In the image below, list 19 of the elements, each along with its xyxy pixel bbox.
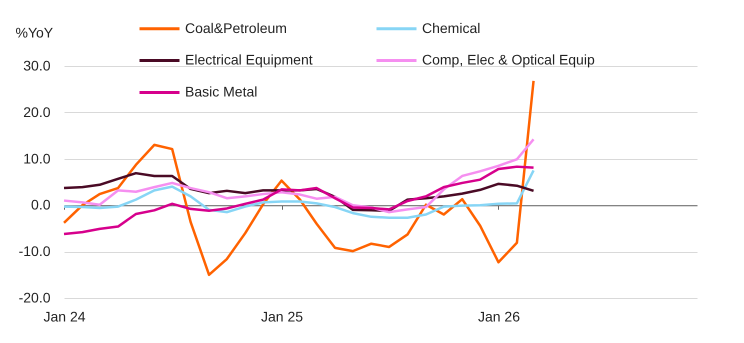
y-tick-label: -20.0 (18, 290, 51, 306)
x-tick-label: Jan 26 (478, 308, 520, 324)
line-series (62, 165, 535, 236)
x-tick-label: Jan 25 (261, 308, 304, 324)
y-tick-label: 0.0 (31, 196, 51, 213)
x-tick-label: Jan 24 (43, 308, 86, 324)
legend-label: Comp, Elec & Optical Equip (422, 52, 595, 68)
legend-label: Coal&Petroleum (185, 20, 287, 36)
line-series (62, 169, 535, 219)
legend-label: Chemical (422, 20, 480, 36)
y-tick-label: 10.0 (23, 150, 51, 166)
y-tick-label: -10.0 (18, 243, 51, 260)
y-tick-label: 30.0 (23, 58, 51, 74)
legend-label: Basic Metal (185, 84, 258, 100)
line-series (62, 80, 535, 276)
line-series (62, 138, 535, 214)
legend-label: Electrical Equipment (185, 52, 313, 68)
y-tick-label: 20.0 (23, 104, 51, 120)
y-axis-title: %YoY (16, 24, 54, 40)
